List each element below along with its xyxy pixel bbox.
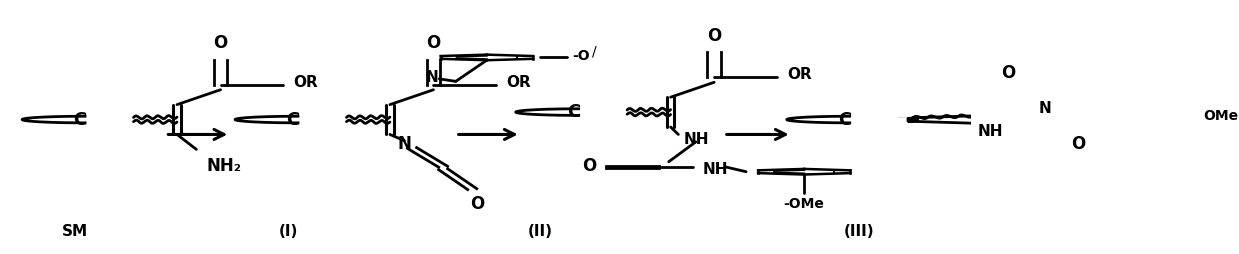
Text: OMe: OMe: [1203, 109, 1238, 123]
Text: O: O: [582, 156, 596, 174]
Text: /: /: [592, 45, 596, 59]
Text: OR: OR: [294, 75, 318, 90]
Text: (I): (I): [279, 224, 299, 239]
Text: -O: -O: [572, 49, 590, 63]
Text: O: O: [1072, 135, 1085, 153]
Text: OR: OR: [506, 75, 530, 90]
Text: O: O: [213, 35, 228, 53]
Text: NH: NH: [683, 132, 709, 147]
Text: O: O: [426, 35, 441, 53]
Text: NH: NH: [978, 124, 1004, 139]
Text: C: C: [286, 110, 300, 129]
Text: (III): (III): [844, 224, 875, 239]
Text: OR: OR: [787, 67, 812, 82]
Text: O: O: [470, 195, 484, 213]
Text: N: N: [398, 135, 411, 153]
Text: O: O: [707, 27, 721, 45]
Text: N: N: [1038, 101, 1051, 117]
Text: (II): (II): [528, 224, 553, 239]
Text: N: N: [425, 70, 437, 85]
Text: SM: SM: [62, 224, 88, 239]
Text: C: C: [73, 110, 87, 129]
Text: C: C: [567, 103, 580, 121]
Text: C: C: [839, 110, 851, 129]
Text: -OMe: -OMe: [784, 197, 825, 211]
Text: NH: NH: [703, 162, 729, 177]
Text: O: O: [1001, 64, 1015, 82]
Text: NH₂: NH₂: [206, 157, 242, 175]
